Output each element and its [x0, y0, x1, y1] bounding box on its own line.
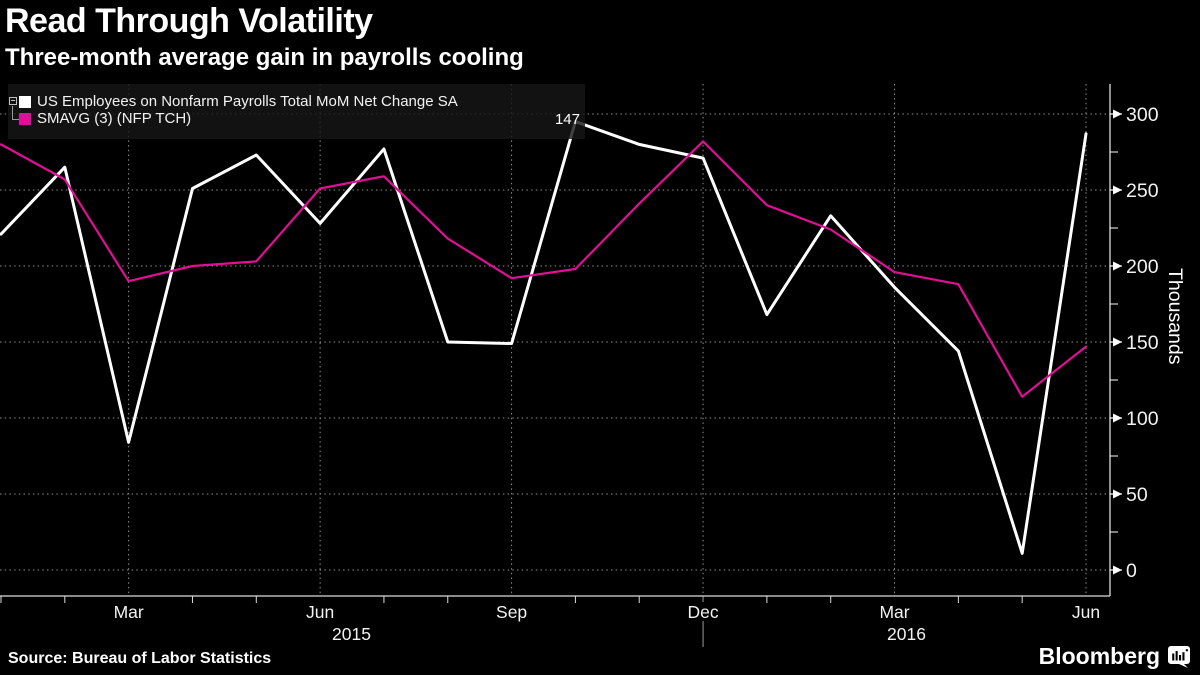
y-axis-ticks: 0 50 100 150 200 250 300 [1110, 104, 1159, 582]
svg-text:Sep: Sep [496, 602, 527, 622]
legend-row-payrolls[interactable]: US Employees on Nonfarm Payrolls Total M… [8, 93, 585, 110]
svg-text:150: 150 [1126, 332, 1159, 354]
svg-text:Mar: Mar [114, 602, 144, 622]
gridlines [0, 84, 1110, 596]
series-swatch-smavg-icon [19, 112, 31, 125]
x-axis-ticks [0, 596, 1023, 603]
series-swatch-payrolls-icon [19, 95, 31, 108]
svg-text:Jun: Jun [1072, 602, 1100, 622]
svg-text:2015: 2015 [332, 624, 371, 644]
svg-text:Jun: Jun [306, 602, 334, 622]
page-subtitle: Three-month average gain in payrolls coo… [5, 44, 524, 71]
bloomberg-logo-text: Bloomberg [1038, 643, 1160, 669]
bloomberg-logo-mark-icon [1168, 645, 1190, 668]
legend-label-smavg: SMAVG (3) (NFP TCH) [37, 110, 192, 127]
y-axis-title: Thousands [1164, 268, 1186, 365]
svg-text:300: 300 [1126, 104, 1159, 126]
svg-text:Dec: Dec [687, 602, 718, 622]
page-title: Read Through Volatility [5, 2, 373, 40]
svg-text:100: 100 [1126, 408, 1159, 430]
svg-text:2016: 2016 [887, 624, 926, 644]
source-note: Source: Bureau of Labor Statistics [8, 650, 272, 667]
svg-text:250: 250 [1126, 180, 1159, 202]
legend-tree-elbow-icon [12, 106, 19, 120]
svg-text:Mar: Mar [879, 602, 909, 622]
payrolls-line [0, 120, 1088, 555]
svg-text:50: 50 [1126, 484, 1148, 506]
legend-row-smavg[interactable]: SMAVG (3) (NFP TCH) 147 [8, 110, 585, 128]
svg-text:200: 200 [1126, 256, 1159, 278]
bloomberg-logo: Bloomberg [1039, 643, 1190, 670]
smavg-line [0, 140, 1088, 398]
legend-collapse-toggle-icon[interactable] [9, 97, 17, 105]
series-last-value: 147 [554, 111, 580, 128]
legend-label-payrolls: US Employees on Nonfarm Payrolls Total M… [37, 93, 458, 110]
axes [0, 84, 1111, 597]
chart-legend: US Employees on Nonfarm Payrolls Total M… [8, 84, 585, 139]
svg-text:0: 0 [1126, 560, 1137, 582]
